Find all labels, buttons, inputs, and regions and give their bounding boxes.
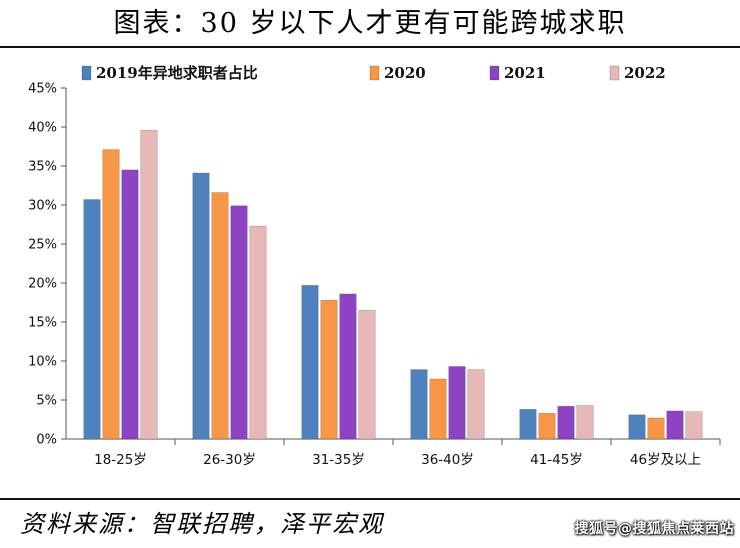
y-tick-label: 20% [28, 277, 57, 292]
legend-label: 2019年异地求职者占比 [96, 64, 258, 82]
x-category-label: 46岁及以上 [630, 452, 701, 468]
bar [192, 172, 210, 440]
y-tick-label: 30% [28, 199, 57, 214]
bar [429, 378, 447, 440]
x-category-label: 18-25岁 [94, 452, 147, 468]
bar [339, 293, 357, 440]
bar [83, 199, 101, 440]
bar [685, 411, 703, 440]
y-tick-label: 25% [28, 238, 57, 253]
y-tick-label: 5% [36, 394, 57, 409]
legend-label: 2022 [624, 64, 666, 82]
bar [102, 149, 120, 440]
bar [538, 412, 556, 440]
y-tick-label: 0% [36, 433, 57, 448]
bar-chart: 0% 5% 10% 15% 20% 25% 30% 35% 40% 45% 18-25岁 26-30岁… [28, 64, 721, 468]
watermark: 搜狐号@搜狐焦点莱西站 [574, 521, 734, 537]
bar [410, 369, 428, 440]
y-tick-label: 15% [28, 316, 57, 331]
bar [557, 405, 575, 440]
bar [519, 409, 537, 440]
page-title: 图表：30 岁以下人才更有可能跨城求职 [113, 8, 627, 39]
bar [448, 366, 466, 440]
legend-label: 2021 [504, 64, 546, 82]
legend-swatch [369, 65, 380, 81]
bar [628, 414, 646, 440]
bar [211, 192, 229, 440]
bar [140, 129, 158, 440]
bar [301, 285, 319, 440]
bar [249, 225, 267, 440]
bar [467, 369, 485, 440]
y-tick-label: 35% [28, 160, 57, 175]
bar [647, 417, 665, 440]
bar [576, 405, 594, 440]
legend-label: 2020 [384, 64, 426, 82]
y-tick-label: 45% [28, 82, 57, 97]
bar [320, 299, 338, 440]
bar [230, 205, 248, 440]
y-tick-label: 40% [28, 121, 57, 136]
x-category-label: 36-40岁 [421, 452, 474, 468]
x-category-label: 26-30岁 [203, 452, 256, 468]
legend-swatch [489, 65, 500, 81]
source-note: 资料来源：智联招聘，泽平宏观 [20, 510, 384, 538]
legend-swatch [81, 65, 92, 81]
bar [121, 169, 139, 440]
legend-swatch [609, 65, 620, 81]
bar [358, 309, 376, 440]
x-category-label: 31-35岁 [312, 452, 365, 468]
x-category-label: 41-45岁 [530, 452, 583, 468]
y-tick-label: 10% [28, 355, 57, 370]
bar [666, 410, 684, 440]
title-divider [0, 46, 740, 48]
source-divider [0, 498, 740, 500]
